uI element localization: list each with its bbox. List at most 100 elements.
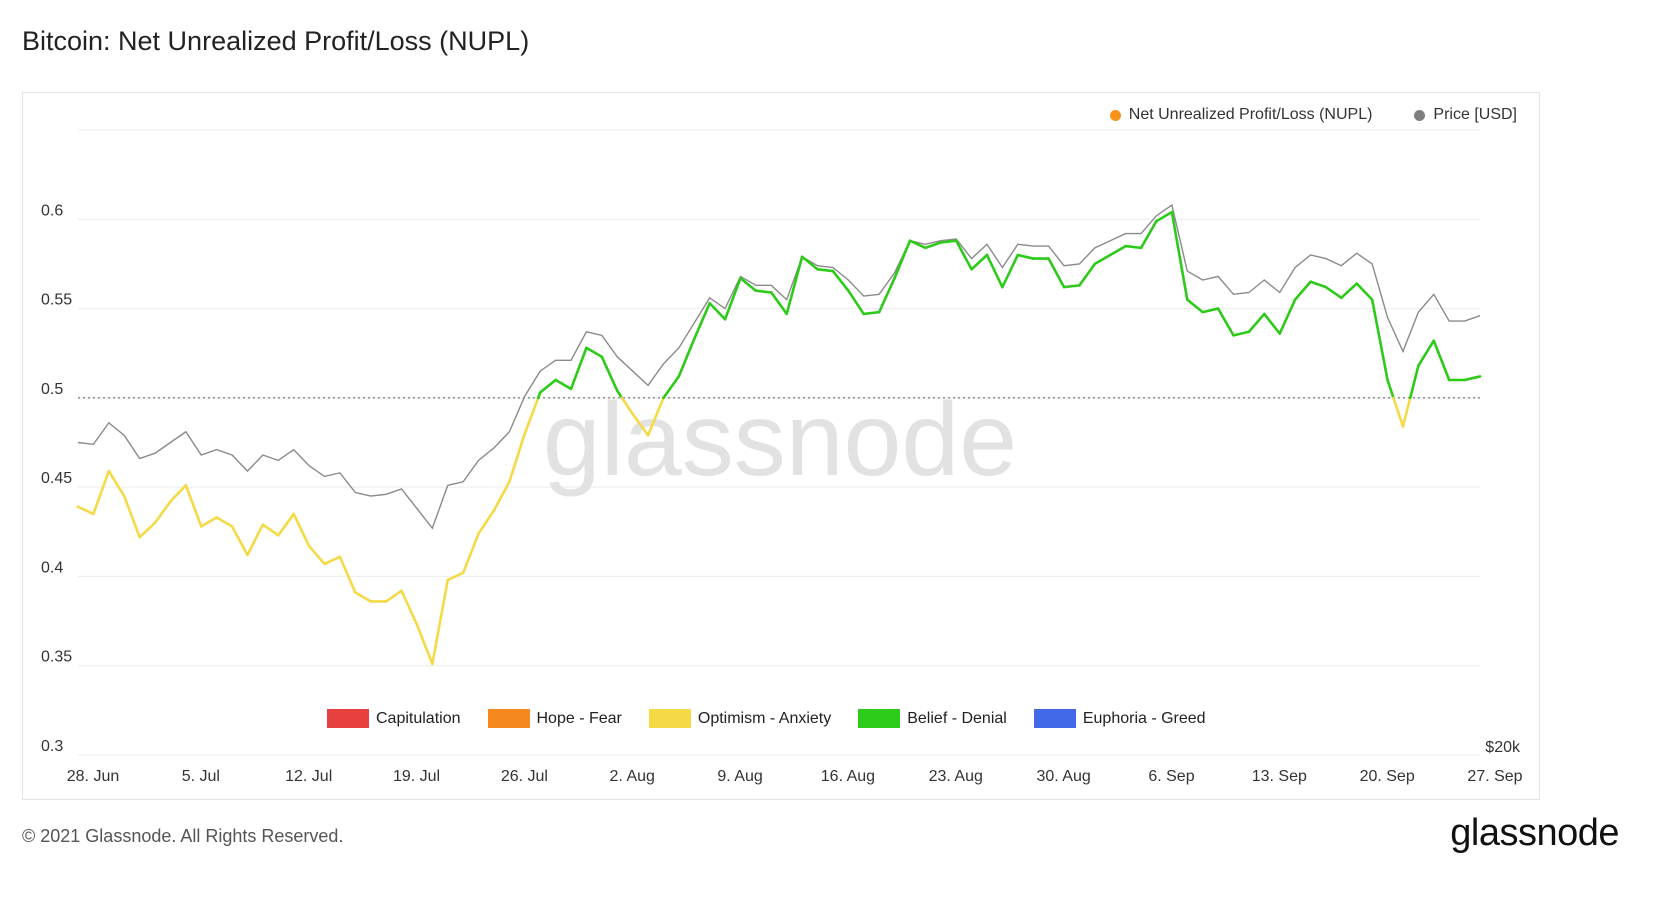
nupl-segment [338, 555, 357, 594]
nupl-segment [847, 289, 866, 316]
zone-hope-fear[interactable]: Hope - Fear [487, 709, 622, 728]
right-axis-label: $20k [1485, 739, 1521, 756]
nupl-segment [1386, 378, 1395, 400]
nupl-segment [523, 396, 540, 435]
nupl-segment [620, 396, 634, 416]
nupl-segment [1001, 253, 1020, 289]
nupl-segment [276, 512, 295, 537]
nupl-segment [708, 301, 727, 321]
watermark: glassnode [543, 382, 1017, 498]
zone-legend: Capitulation Hope - Fear Optimism - Anxi… [327, 709, 1206, 728]
nupl-segment [754, 289, 773, 294]
nupl-segment [1263, 312, 1282, 335]
zone-euphoria-greed[interactable]: Euphoria - Greed [1033, 709, 1206, 728]
nupl-segment [1278, 298, 1297, 335]
nupl-segment [631, 412, 650, 437]
nupl-segment [1016, 253, 1035, 260]
glassnode-logo[interactable]: glassnode [1450, 812, 1619, 854]
x-axis-labels: 28. Jun 5. Jul 12. Jul 19. Jul 26. Jul 2. Aug… [67, 768, 1523, 785]
nupl-segment [1232, 330, 1251, 337]
x-tick-label: 5. Jul [182, 768, 220, 785]
nupl-segment [1417, 339, 1436, 368]
nupl-segment [908, 239, 927, 250]
nupl-segment [354, 591, 373, 603]
zone-capitulation[interactable]: Capitulation [327, 709, 461, 728]
zone-label-euphoria-greed: Euphoria - Greed [1082, 709, 1206, 727]
nupl-segment [769, 291, 789, 316]
zone-belief-denial[interactable]: Belief - Denial [858, 709, 1007, 728]
x-tick-label: 12. Jul [285, 768, 332, 785]
x-tick-label: 28. Jun [67, 768, 119, 785]
nupl-segment [831, 269, 850, 293]
nupl-segment [954, 239, 973, 271]
nupl-segment [1408, 364, 1420, 400]
legend-label-price: Price [USD] [1433, 106, 1517, 123]
zone-swatch-euphoria-greed [1033, 709, 1076, 728]
nupl-segment [677, 337, 696, 378]
nupl-segment [723, 276, 742, 321]
nupl-segment [508, 432, 527, 484]
nupl-segment [646, 396, 665, 437]
nupl-series [76, 210, 1482, 666]
legend-item-price[interactable]: Price [USD] [1414, 106, 1517, 124]
x-tick-label: 6. Sep [1148, 768, 1194, 785]
legend-item-nupl[interactable]: Net Unrealized Profit/Loss (NUPL) [1109, 106, 1373, 124]
chart-title: Bitcoin: Net Unrealized Profit/Loss (NUP… [22, 26, 530, 56]
nupl-segment [970, 253, 989, 271]
y-tick-label: 0.3 [41, 738, 63, 755]
nupl-segment [76, 505, 95, 516]
nupl-segment [307, 544, 326, 566]
nupl-segment [1216, 307, 1235, 337]
nupl-segment [1463, 375, 1482, 382]
nupl-segment [1185, 298, 1204, 314]
nupl-segment [1155, 210, 1174, 223]
nupl-segment [785, 255, 804, 316]
zone-label-capitulation: Capitulation [376, 709, 461, 727]
legend-top: Net Unrealized Profit/Loss (NUPL) Price … [1109, 106, 1517, 124]
x-tick-label: 26. Jul [501, 768, 548, 785]
y-tick-label: 0.4 [41, 559, 63, 576]
nupl-segment [169, 484, 188, 503]
nupl-segment [384, 589, 403, 603]
nupl-segment [1355, 282, 1374, 301]
x-tick-label: 9. Aug [717, 768, 762, 785]
nupl-segment [1062, 284, 1081, 289]
legend-label-nupl: Net Unrealized Profit/Loss (NUPL) [1128, 106, 1373, 123]
zone-optimism-anxiety[interactable]: Optimism - Anxiety [648, 709, 831, 728]
nupl-segment [292, 512, 311, 548]
nupl-segment [615, 389, 624, 400]
nupl-segment [1370, 298, 1389, 382]
nupl-segment [538, 378, 557, 394]
nupl-segment [153, 500, 172, 525]
nupl-segment [1293, 280, 1312, 301]
x-tick-label: 27. Sep [1467, 768, 1522, 785]
nupl-segment [246, 523, 265, 557]
nupl-segment [1201, 307, 1220, 314]
nupl-segment [924, 241, 943, 250]
y-axis-labels: 0.3 0.35 0.4 0.45 0.5 0.55 0.6 [41, 202, 72, 755]
x-tick-label: 23. Aug [929, 768, 983, 785]
nupl-segment [1247, 312, 1266, 334]
x-tick-label: 19. Jul [393, 768, 440, 785]
copyright: © 2021 Glassnode. All Rights Reserved. [22, 826, 344, 846]
nupl-segment [461, 532, 480, 575]
nupl-segment [230, 525, 249, 557]
x-tick-label: 30. Aug [1036, 768, 1090, 785]
nupl-segment [1047, 257, 1066, 289]
nupl-segment [600, 355, 619, 393]
nupl-segment [261, 523, 280, 537]
legend-dot-nupl [1109, 109, 1121, 121]
nupl-segment [184, 484, 203, 528]
nupl-segment [692, 301, 711, 341]
zone-swatch-hope-fear [487, 709, 530, 728]
nupl-segment [1340, 282, 1359, 300]
nupl-segment [1309, 280, 1328, 289]
nupl-segment [662, 375, 681, 400]
nupl-segment [492, 480, 511, 512]
nupl-segment [1170, 210, 1189, 301]
x-tick-label: 13. Sep [1252, 768, 1307, 785]
nupl-segment [138, 521, 157, 539]
x-tick-label: 2. Aug [610, 768, 655, 785]
nupl-segment [1324, 285, 1343, 300]
